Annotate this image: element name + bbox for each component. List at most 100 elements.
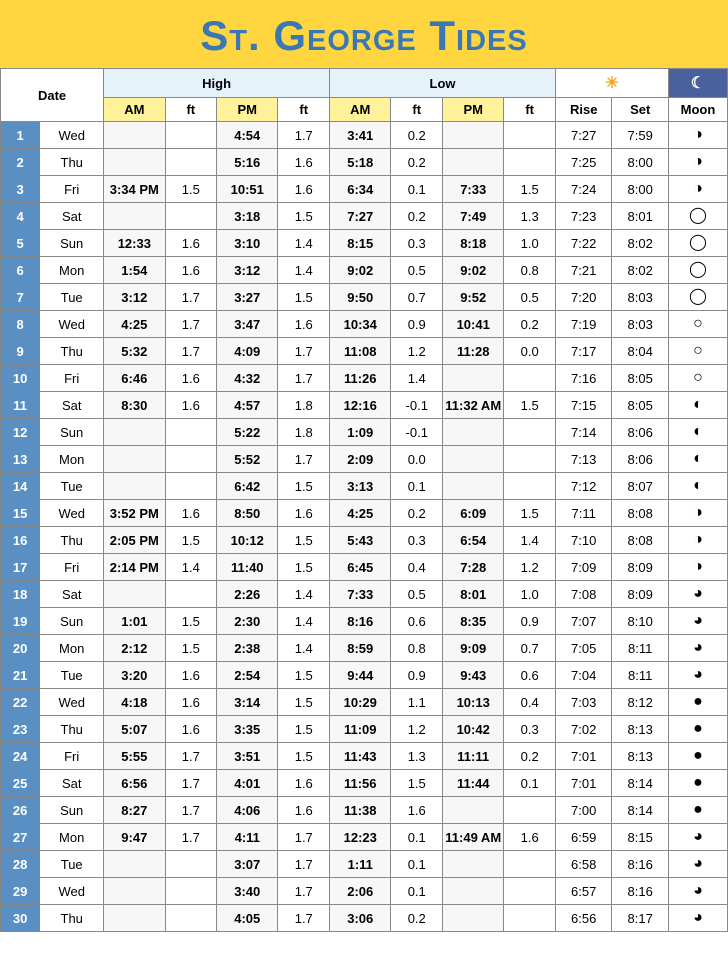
low-am-ft: 0.6 (391, 608, 443, 635)
high-pm-ft: 1.7 (278, 446, 330, 473)
sunset: 7:59 (612, 122, 668, 149)
sunset: 8:13 (612, 716, 668, 743)
low-pm (443, 473, 504, 500)
moon-phase-icon: ◕ (668, 878, 727, 905)
hdr-sun: ☀ (555, 69, 668, 98)
low-am-ft: 0.1 (391, 473, 443, 500)
high-pm: 2:30 (217, 608, 278, 635)
moon-phase-icon: ◯ (668, 284, 727, 311)
low-am: 11:38 (330, 797, 391, 824)
low-am-ft: 0.1 (391, 851, 443, 878)
high-am-ft: 1.7 (165, 338, 217, 365)
high-pm: 4:05 (217, 905, 278, 932)
sunset: 8:00 (612, 176, 668, 203)
low-am: 12:23 (330, 824, 391, 851)
high-am: 6:46 (104, 365, 165, 392)
low-pm: 8:01 (443, 581, 504, 608)
low-pm-ft (504, 122, 556, 149)
table-row: 5Sun12:331.63:101.48:150.38:181.07:228:0… (1, 230, 728, 257)
sunrise: 7:12 (555, 473, 611, 500)
low-pm-ft: 1.4 (504, 527, 556, 554)
sunrise: 7:05 (555, 635, 611, 662)
sunset: 8:05 (612, 365, 668, 392)
high-am (104, 878, 165, 905)
low-am-ft: 0.8 (391, 635, 443, 662)
low-pm: 11:28 (443, 338, 504, 365)
hdr-high: High (104, 69, 330, 98)
high-pm-ft: 1.6 (278, 149, 330, 176)
low-am: 1:09 (330, 419, 391, 446)
day-number: 2 (1, 149, 40, 176)
high-am (104, 122, 165, 149)
moon-phase-icon: ◕ (668, 635, 727, 662)
day-of-week: Mon (40, 635, 104, 662)
sunrise: 7:16 (555, 365, 611, 392)
day-number: 3 (1, 176, 40, 203)
sunset: 8:11 (612, 635, 668, 662)
high-am-ft: 1.5 (165, 608, 217, 635)
day-number: 10 (1, 365, 40, 392)
table-row: 3Fri3:34 PM1.510:511.66:340.17:331.57:24… (1, 176, 728, 203)
sub-high-pm-ft: ft (278, 98, 330, 122)
high-am (104, 851, 165, 878)
high-pm-ft: 1.7 (278, 878, 330, 905)
high-pm: 4:09 (217, 338, 278, 365)
low-pm: 10:42 (443, 716, 504, 743)
table-row: 24Fri5:551.73:511.511:431.311:110.27:018… (1, 743, 728, 770)
sun-icon: ☀ (605, 75, 619, 92)
day-number: 24 (1, 743, 40, 770)
low-am-ft: 0.1 (391, 824, 443, 851)
high-am-ft: 1.7 (165, 284, 217, 311)
high-pm: 6:42 (217, 473, 278, 500)
high-pm-ft: 1.7 (278, 905, 330, 932)
moon-phase-icon: ◑ (668, 149, 727, 176)
moon-phase-icon: ◕ (668, 581, 727, 608)
sunrise: 7:11 (555, 500, 611, 527)
high-pm: 3:51 (217, 743, 278, 770)
sunrise: 6:57 (555, 878, 611, 905)
high-pm: 5:22 (217, 419, 278, 446)
day-of-week: Sun (40, 419, 104, 446)
day-of-week: Wed (40, 122, 104, 149)
sub-set: Set (612, 98, 668, 122)
low-pm: 10:41 (443, 311, 504, 338)
sunset: 8:03 (612, 311, 668, 338)
low-pm-ft: 1.0 (504, 230, 556, 257)
high-am: 8:27 (104, 797, 165, 824)
high-am: 4:25 (104, 311, 165, 338)
table-row: 16Thu2:05 PM1.510:121.55:430.36:541.47:1… (1, 527, 728, 554)
moon-phase-icon: ● (668, 770, 727, 797)
table-row: 13Mon5:521.72:090.07:138:06◐ (1, 446, 728, 473)
moon-phase-icon: ◯ (668, 257, 727, 284)
high-am-ft: 1.7 (165, 311, 217, 338)
moon-phase-icon: ○ (668, 365, 727, 392)
high-am: 8:30 (104, 392, 165, 419)
high-pm-ft: 1.4 (278, 230, 330, 257)
low-am: 8:15 (330, 230, 391, 257)
low-am: 7:27 (330, 203, 391, 230)
sunrise: 6:58 (555, 851, 611, 878)
low-am: 2:06 (330, 878, 391, 905)
low-pm (443, 851, 504, 878)
day-number: 11 (1, 392, 40, 419)
sub-low-am-ft: ft (391, 98, 443, 122)
sunrise: 7:17 (555, 338, 611, 365)
high-am-ft: 1.6 (165, 500, 217, 527)
high-am (104, 905, 165, 932)
table-row: 23Thu5:071.63:351.511:091.210:420.37:028… (1, 716, 728, 743)
moon-phase-icon: ● (668, 689, 727, 716)
low-pm (443, 797, 504, 824)
low-pm-ft: 0.7 (504, 635, 556, 662)
low-am-ft: 1.1 (391, 689, 443, 716)
high-am: 1:54 (104, 257, 165, 284)
sunrise: 7:21 (555, 257, 611, 284)
moon-phase-icon: ◕ (668, 662, 727, 689)
sub-low-am: AM (330, 98, 391, 122)
sunset: 8:05 (612, 392, 668, 419)
day-of-week: Sat (40, 203, 104, 230)
day-of-week: Sun (40, 797, 104, 824)
high-pm-ft: 1.5 (278, 743, 330, 770)
title-bar: St. George Tides (0, 0, 728, 68)
high-am-ft: 1.6 (165, 662, 217, 689)
low-pm-ft: 0.5 (504, 284, 556, 311)
